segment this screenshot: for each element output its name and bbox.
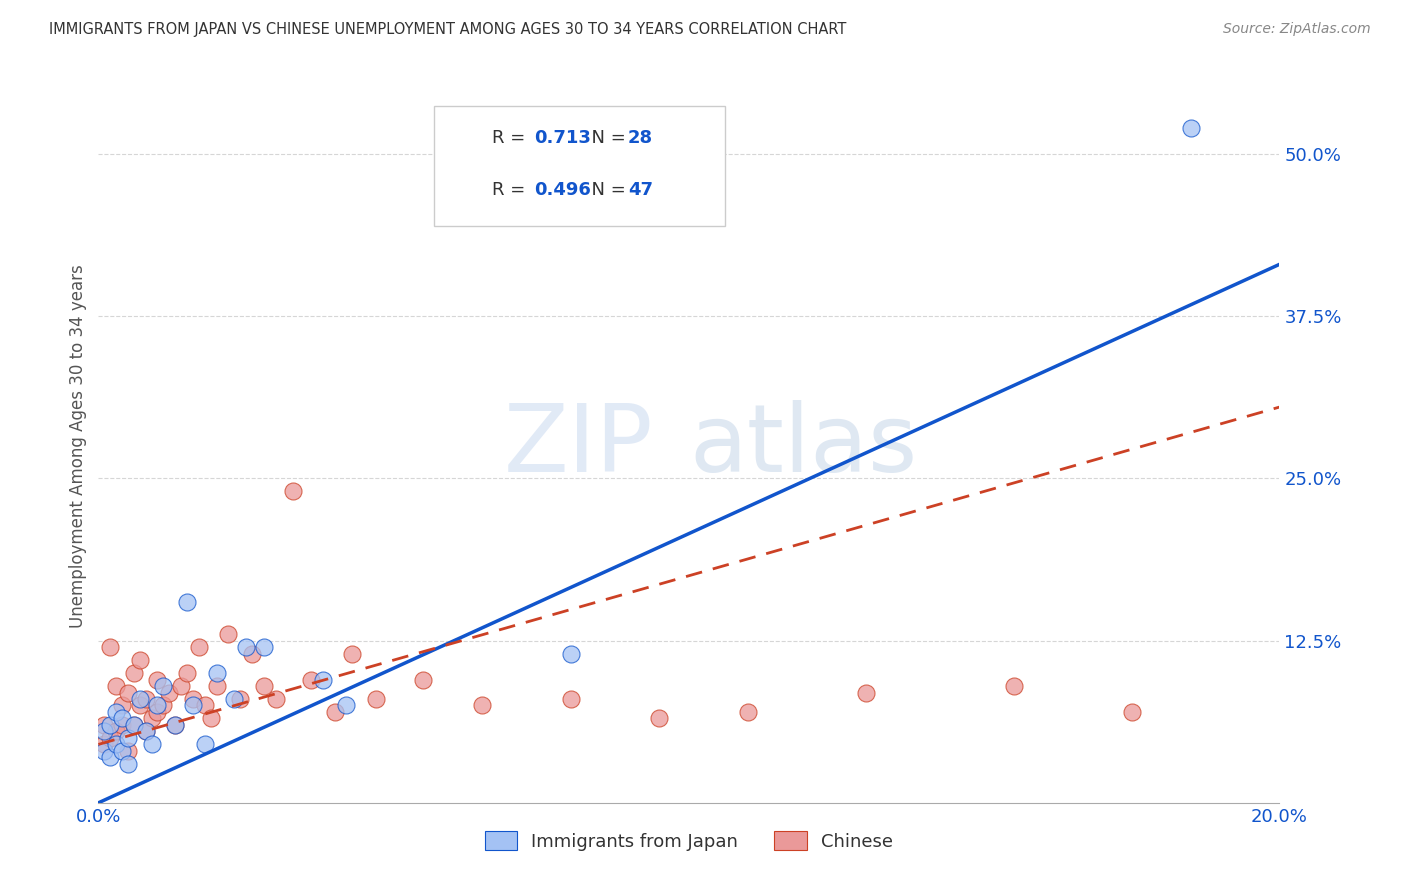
- Point: [471, 698, 494, 713]
- Point: [111, 711, 134, 725]
- Y-axis label: Unemployment Among Ages 30 to 34 years: Unemployment Among Ages 30 to 34 years: [69, 264, 87, 628]
- Text: 28: 28: [628, 129, 652, 147]
- Point: [194, 698, 217, 713]
- Point: [146, 705, 169, 719]
- Point: [194, 738, 217, 752]
- Point: [1121, 705, 1143, 719]
- Point: [98, 640, 121, 654]
- Point: [264, 692, 287, 706]
- Point: [299, 673, 322, 687]
- Point: [165, 718, 187, 732]
- Point: [141, 738, 163, 752]
- Point: [152, 698, 174, 713]
- Point: [128, 698, 150, 713]
- Point: [141, 711, 163, 725]
- Point: [283, 484, 305, 499]
- Point: [240, 647, 263, 661]
- Point: [135, 692, 157, 706]
- Point: [165, 718, 187, 732]
- Point: [105, 679, 128, 693]
- Text: R =: R =: [492, 181, 530, 199]
- Legend: Immigrants from Japan, Chinese: Immigrants from Japan, Chinese: [477, 824, 901, 858]
- Point: [152, 679, 174, 693]
- Point: [364, 692, 387, 706]
- Text: Source: ZipAtlas.com: Source: ZipAtlas.com: [1223, 22, 1371, 37]
- Point: [98, 750, 121, 764]
- Text: 0.496: 0.496: [534, 181, 591, 199]
- Point: [323, 705, 346, 719]
- Point: [128, 692, 150, 706]
- Text: atlas: atlas: [689, 400, 917, 492]
- Point: [412, 673, 434, 687]
- Point: [111, 698, 134, 713]
- Point: [117, 744, 139, 758]
- Point: [224, 692, 246, 706]
- Point: [98, 731, 121, 745]
- Point: [181, 698, 204, 713]
- Point: [93, 738, 115, 752]
- Point: [205, 666, 228, 681]
- Point: [111, 718, 134, 732]
- Point: [205, 679, 228, 693]
- Point: [93, 744, 115, 758]
- Point: [560, 647, 582, 661]
- Point: [146, 698, 169, 713]
- Text: ZIP: ZIP: [503, 400, 654, 492]
- Point: [1002, 679, 1025, 693]
- Point: [122, 718, 145, 732]
- Point: [342, 647, 364, 661]
- Point: [176, 666, 198, 681]
- Text: R =: R =: [492, 129, 530, 147]
- Point: [229, 692, 252, 706]
- Point: [176, 595, 198, 609]
- Point: [737, 705, 759, 719]
- Point: [128, 653, 150, 667]
- Point: [217, 627, 239, 641]
- Point: [146, 673, 169, 687]
- Point: [117, 756, 139, 771]
- Point: [235, 640, 257, 654]
- Point: [187, 640, 209, 654]
- Text: 0.713: 0.713: [534, 129, 591, 147]
- Point: [181, 692, 204, 706]
- Text: IMMIGRANTS FROM JAPAN VS CHINESE UNEMPLOYMENT AMONG AGES 30 TO 34 YEARS CORRELAT: IMMIGRANTS FROM JAPAN VS CHINESE UNEMPLO…: [49, 22, 846, 37]
- Point: [253, 679, 276, 693]
- Point: [117, 731, 139, 745]
- Point: [253, 640, 276, 654]
- Point: [648, 711, 671, 725]
- Point: [560, 692, 582, 706]
- Point: [93, 718, 115, 732]
- Point: [105, 705, 128, 719]
- Text: N =: N =: [581, 181, 631, 199]
- Point: [135, 724, 157, 739]
- Point: [105, 738, 128, 752]
- Point: [135, 724, 157, 739]
- Point: [170, 679, 193, 693]
- Point: [105, 724, 128, 739]
- Point: [98, 718, 121, 732]
- Point: [312, 673, 335, 687]
- Point: [122, 666, 145, 681]
- Point: [855, 685, 877, 699]
- Point: [117, 685, 139, 699]
- Point: [93, 724, 115, 739]
- Point: [111, 744, 134, 758]
- Point: [1180, 121, 1202, 136]
- Point: [122, 718, 145, 732]
- Text: N =: N =: [581, 129, 631, 147]
- Point: [157, 685, 180, 699]
- Point: [335, 698, 357, 713]
- Text: 47: 47: [628, 181, 652, 199]
- Point: [200, 711, 222, 725]
